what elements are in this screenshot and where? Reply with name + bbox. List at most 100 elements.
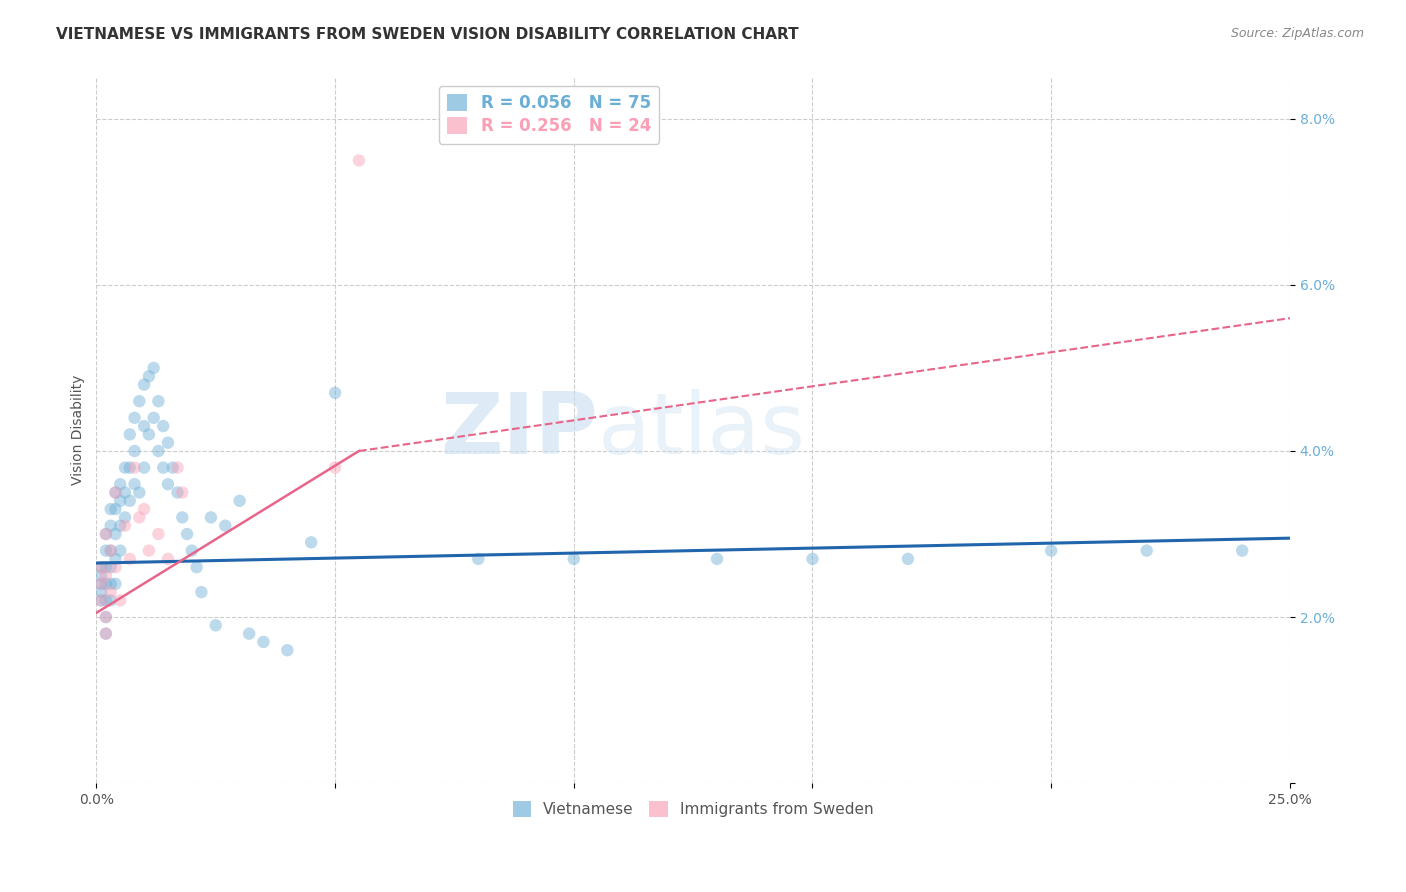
Point: [100, 518, 122, 533]
Point: [228, 493, 250, 508]
Point: [94, 626, 117, 640]
Point: [166, 485, 188, 500]
Point: [114, 485, 136, 500]
Point: [94, 610, 117, 624]
Point: [90, 593, 112, 607]
Point: [166, 460, 188, 475]
Point: [114, 510, 136, 524]
Point: [156, 552, 179, 566]
Point: [1136, 543, 1159, 558]
Point: [104, 560, 127, 574]
Point: [1040, 543, 1063, 558]
Point: [104, 502, 127, 516]
Point: [214, 518, 236, 533]
Point: [90, 576, 112, 591]
Point: [172, 485, 194, 500]
Text: ZIP: ZIP: [440, 389, 598, 472]
Point: [110, 493, 132, 508]
Point: [1230, 543, 1253, 558]
Point: [100, 543, 122, 558]
Point: [104, 576, 127, 591]
Point: [110, 518, 132, 533]
Point: [186, 560, 208, 574]
Point: [238, 626, 260, 640]
Point: [467, 552, 489, 566]
Point: [90, 576, 112, 591]
Point: [156, 435, 179, 450]
Text: Source: ZipAtlas.com: Source: ZipAtlas.com: [1230, 27, 1364, 40]
Point: [100, 560, 122, 574]
Point: [94, 576, 117, 591]
Point: [110, 477, 132, 491]
Point: [172, 510, 194, 524]
Point: [132, 419, 155, 434]
Point: [148, 527, 170, 541]
Point: [118, 552, 141, 566]
Point: [124, 477, 146, 491]
Point: [132, 460, 155, 475]
Point: [176, 527, 198, 541]
Point: [100, 593, 122, 607]
Legend: Vietnamese, Immigrants from Sweden: Vietnamese, Immigrants from Sweden: [505, 794, 882, 825]
Point: [132, 377, 155, 392]
Point: [94, 626, 117, 640]
Point: [124, 444, 146, 458]
Point: [138, 369, 160, 384]
Point: [142, 410, 165, 425]
Point: [124, 410, 146, 425]
Point: [148, 444, 170, 458]
Point: [276, 643, 298, 657]
Point: [347, 153, 370, 168]
Point: [162, 460, 184, 475]
Text: atlas: atlas: [598, 389, 806, 472]
Point: [100, 543, 122, 558]
Point: [200, 510, 222, 524]
Point: [562, 552, 585, 566]
Point: [152, 419, 174, 434]
Point: [897, 552, 920, 566]
Point: [128, 485, 150, 500]
Point: [90, 593, 112, 607]
Point: [104, 527, 127, 541]
Point: [204, 618, 226, 632]
Point: [104, 485, 127, 500]
Point: [156, 477, 179, 491]
Point: [110, 593, 132, 607]
Point: [90, 568, 112, 582]
Point: [299, 535, 322, 549]
Point: [104, 552, 127, 566]
Point: [124, 460, 146, 475]
Point: [138, 427, 160, 442]
Point: [190, 585, 212, 599]
Point: [94, 527, 117, 541]
Point: [706, 552, 728, 566]
Point: [90, 560, 112, 574]
Point: [94, 568, 117, 582]
Point: [100, 585, 122, 599]
Point: [94, 560, 117, 574]
Point: [128, 510, 150, 524]
Point: [94, 527, 117, 541]
Point: [110, 543, 132, 558]
Point: [138, 543, 160, 558]
Point: [801, 552, 824, 566]
Point: [323, 460, 346, 475]
Point: [252, 635, 274, 649]
Point: [94, 593, 117, 607]
Text: VIETNAMESE VS IMMIGRANTS FROM SWEDEN VISION DISABILITY CORRELATION CHART: VIETNAMESE VS IMMIGRANTS FROM SWEDEN VIS…: [56, 27, 799, 42]
Point: [142, 361, 165, 376]
Point: [118, 493, 141, 508]
Point: [94, 543, 117, 558]
Point: [118, 460, 141, 475]
Point: [90, 585, 112, 599]
Point: [148, 394, 170, 409]
Point: [323, 385, 346, 400]
Point: [90, 560, 112, 574]
Point: [100, 576, 122, 591]
Point: [114, 518, 136, 533]
Point: [104, 485, 127, 500]
Point: [100, 502, 122, 516]
Point: [152, 460, 174, 475]
Point: [132, 502, 155, 516]
Point: [94, 610, 117, 624]
